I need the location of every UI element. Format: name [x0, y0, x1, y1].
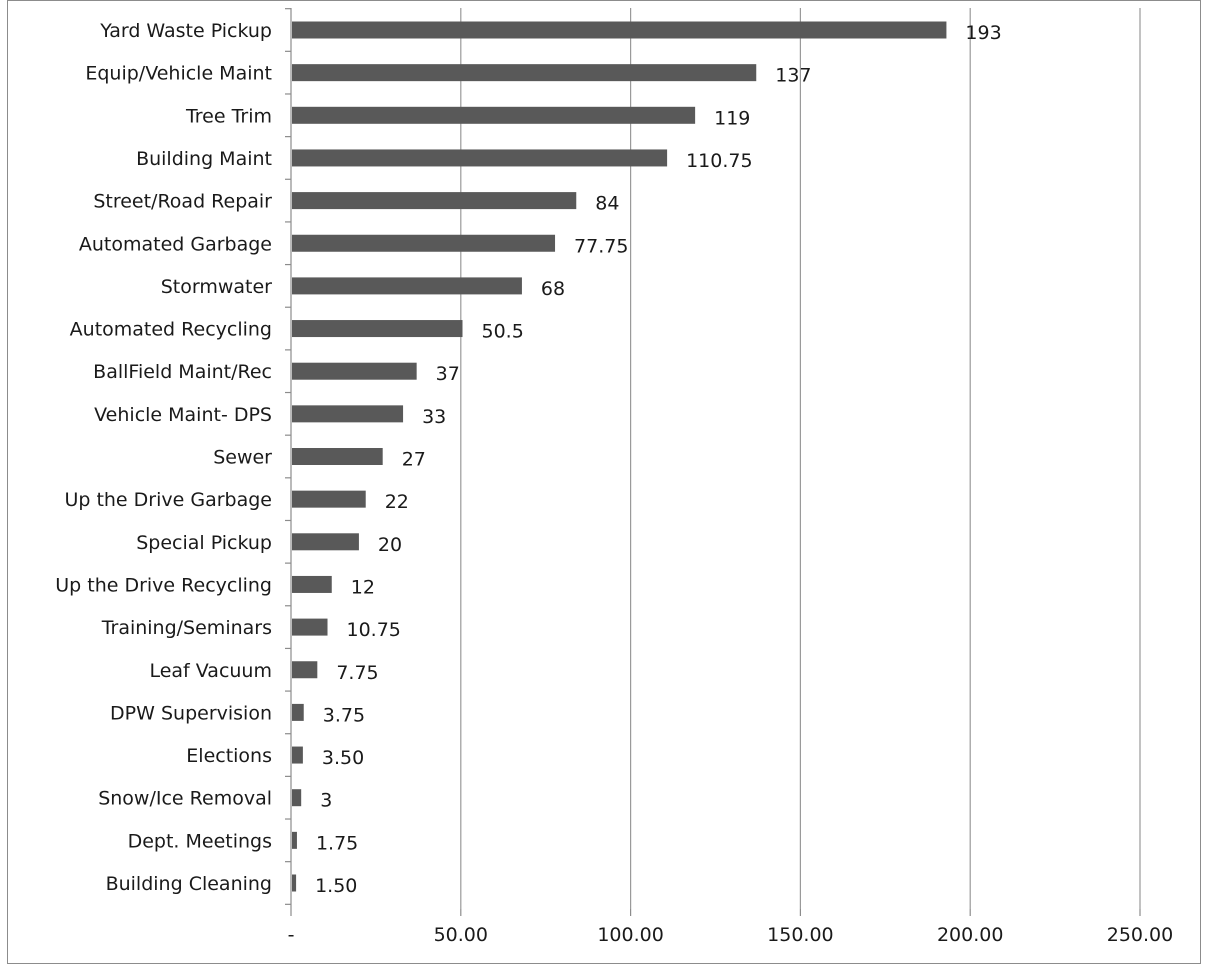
chart-frame: - 50.00 100.00 150.00 200.00 250.00 Yard Waste… [7, 0, 1201, 964]
data-label: 10.75 [347, 619, 401, 641]
bar [292, 789, 302, 807]
data-label: 3.75 [323, 704, 365, 726]
bar [292, 64, 757, 82]
bar [292, 320, 463, 338]
data-label: 77.75 [574, 235, 628, 257]
bar [292, 618, 328, 636]
x-tick-label: 100.00 [597, 924, 663, 946]
category-label: Leaf Vacuum [149, 660, 272, 682]
data-label: 7.75 [336, 662, 378, 684]
bar [292, 490, 366, 508]
category-label: Dept. Meetings [128, 830, 272, 852]
category-label: Vehicle Maint- DPS [94, 404, 272, 426]
data-label: 68 [541, 278, 565, 300]
data-label: 37 [436, 363, 460, 385]
bar [292, 661, 318, 679]
bar [292, 149, 668, 167]
data-label: 193 [965, 22, 1001, 44]
bar [292, 362, 417, 380]
bar [292, 21, 947, 39]
category-label: Tree Trim [185, 105, 272, 127]
category-label: Stormwater [161, 276, 272, 298]
x-tick-label: 150.00 [767, 924, 833, 946]
category-label: DPW Supervision [110, 702, 272, 724]
bar [292, 405, 404, 423]
category-label: Automated Garbage [79, 233, 272, 255]
bar [292, 106, 696, 124]
bar [292, 874, 297, 892]
category-label: Up the Drive Garbage [64, 489, 272, 511]
bar [292, 746, 303, 764]
category-label: Equip/Vehicle Maint [85, 63, 272, 85]
bar-chart: - 50.00 100.00 150.00 200.00 250.00 Yard Waste… [55, 8, 1173, 946]
category-label: Automated Recycling [70, 319, 272, 341]
category-label: Building Maint [136, 148, 272, 170]
data-label: 84 [595, 193, 619, 215]
data-label: 50.5 [481, 321, 523, 343]
bar [292, 234, 556, 252]
x-tick-label: - [288, 924, 295, 946]
x-tick-label: 200.00 [937, 924, 1003, 946]
data-label: 1.75 [316, 832, 358, 854]
data-label: 137 [775, 65, 811, 87]
category-label: Training/Seminars [101, 617, 272, 639]
data-label: 110.75 [686, 150, 752, 172]
category-label: Elections [186, 745, 272, 767]
category-label: Up the Drive Recycling [55, 574, 272, 596]
data-label: 3.50 [322, 747, 364, 769]
category-label: Street/Road Repair [93, 191, 272, 213]
category-label: Sewer [213, 447, 272, 469]
data-label: 12 [351, 576, 375, 598]
x-tick-label: 250.00 [1107, 924, 1173, 946]
bar [292, 831, 297, 849]
data-label: 20 [378, 534, 402, 556]
category-label: BallField Maint/Rec [93, 361, 272, 383]
category-label: Building Cleaning [106, 873, 272, 895]
bar [292, 448, 383, 465]
category-label: Special Pickup [136, 532, 272, 554]
data-label: 27 [402, 449, 426, 471]
category-label: Yard Waste Pickup [99, 20, 272, 42]
bar [292, 575, 332, 593]
bar [292, 277, 522, 295]
data-label: 22 [385, 491, 409, 513]
data-label: 3 [320, 790, 332, 812]
category-label: Snow/Ice Removal [98, 788, 272, 810]
data-label: 119 [714, 107, 750, 129]
data-label: 1.50 [315, 875, 357, 897]
bar [292, 192, 577, 210]
bar [292, 703, 304, 721]
x-tick-label: 50.00 [434, 924, 488, 946]
data-label: 33 [422, 406, 446, 428]
bar [292, 533, 359, 551]
